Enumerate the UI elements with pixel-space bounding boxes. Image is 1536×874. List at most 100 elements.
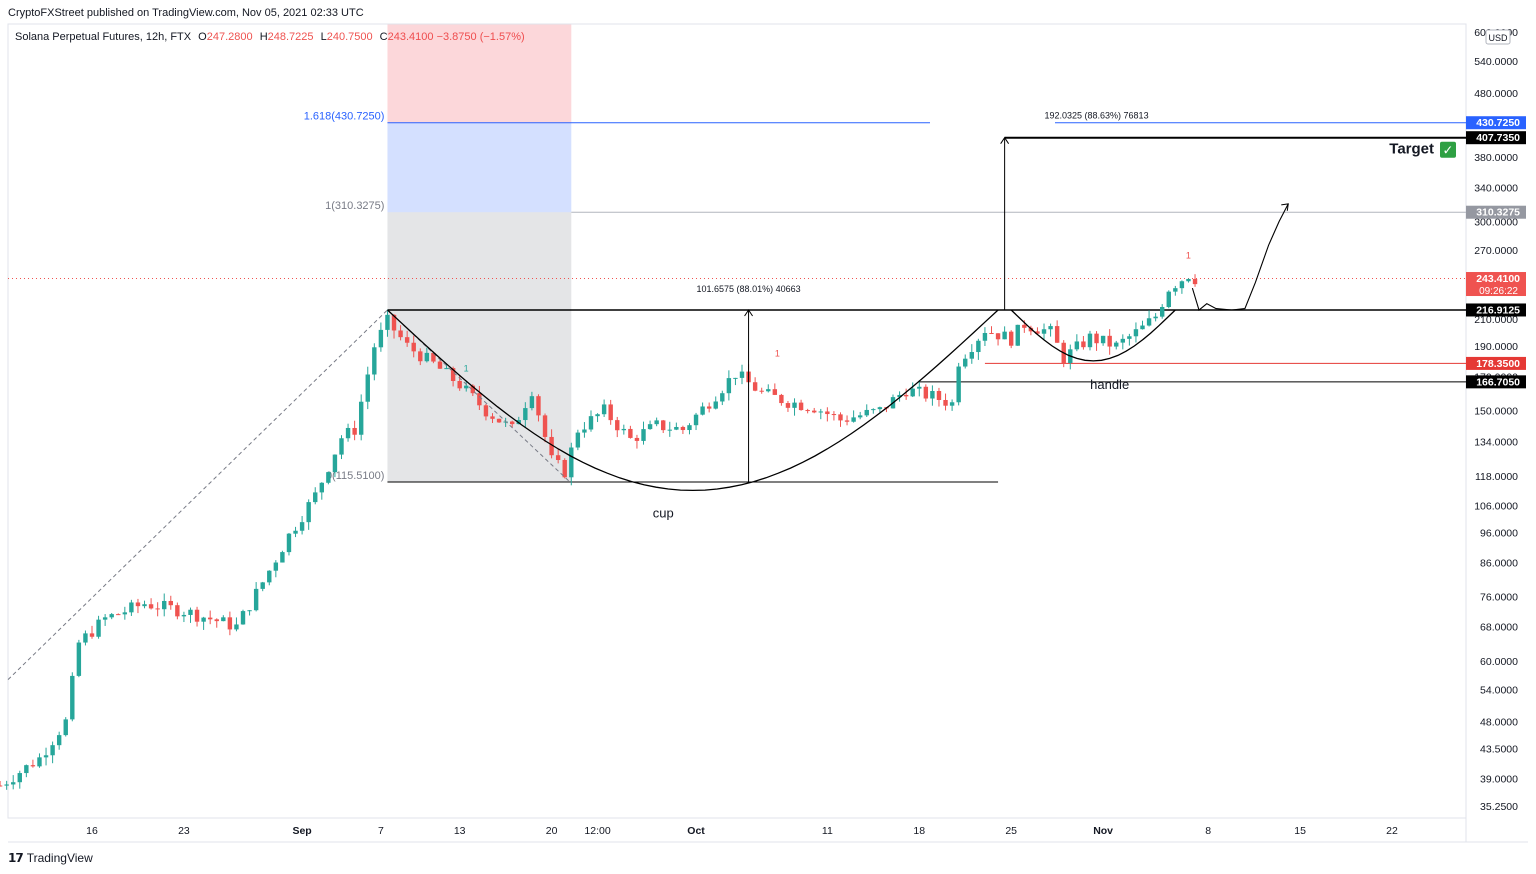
pattern-drawings: 101.6575 (88.01%) 40663 192.0325 (88.63%)…	[7, 111, 1456, 680]
candle-body	[529, 396, 535, 409]
candle-body	[1015, 324, 1020, 346]
candle-body	[647, 424, 653, 430]
candle-body	[0, 785, 3, 787]
candle	[135, 598, 141, 614]
high-label: H	[259, 31, 268, 43]
candle	[582, 422, 587, 438]
price-tag-label: 243.4100	[1476, 273, 1520, 285]
candle	[667, 421, 672, 437]
time-tick-label: Nov	[1093, 825, 1113, 837]
symbol-legend: Solana Perpetual Futures, 12h, FTX O247.…	[15, 31, 525, 43]
price-tag-label: 178.3500	[1476, 358, 1520, 370]
candle	[437, 358, 443, 369]
target-measure-arrowhead	[1000, 136, 1010, 144]
candle	[227, 611, 233, 636]
time-tick-label: 23	[178, 825, 190, 837]
candle	[319, 482, 324, 500]
candle	[726, 370, 732, 401]
candle	[313, 487, 318, 505]
candle-body	[240, 611, 246, 625]
candle	[352, 420, 357, 441]
open-value: 247.2800	[206, 31, 253, 43]
candle	[234, 617, 239, 632]
low-value: 240.7500	[326, 31, 373, 43]
projection-path	[1191, 203, 1289, 311]
candle-body	[963, 358, 968, 367]
candle-body	[1186, 278, 1191, 282]
candle-body	[293, 530, 298, 534]
candle-body	[982, 332, 988, 341]
candle	[601, 399, 607, 417]
candle	[628, 425, 633, 439]
price-tick-label: 340.0000	[1474, 182, 1518, 194]
candle	[864, 404, 869, 418]
candle	[181, 611, 187, 623]
candle-body	[188, 609, 193, 615]
candle-body	[949, 402, 955, 406]
candle	[930, 385, 935, 406]
candle-body	[766, 389, 771, 392]
candle	[1166, 290, 1171, 309]
price-tick-label: 210.0000	[1474, 314, 1518, 326]
candle	[680, 425, 686, 434]
candle-body	[838, 414, 843, 421]
candle	[89, 625, 95, 639]
candle-body	[385, 314, 390, 330]
candle-body	[680, 426, 686, 431]
candle-body	[142, 604, 147, 607]
candle-body	[601, 404, 607, 415]
candle	[1114, 340, 1119, 350]
candle	[122, 606, 128, 620]
candle	[372, 343, 377, 381]
candle-body	[56, 735, 62, 746]
candle-body	[267, 570, 272, 583]
candle-body	[595, 414, 600, 417]
candle-body	[608, 404, 613, 421]
candle-body	[168, 600, 173, 606]
price-tag-box	[1466, 303, 1526, 317]
candle-body	[1120, 338, 1126, 343]
candle-body	[457, 380, 462, 389]
candle-body	[903, 394, 909, 397]
candle	[4, 780, 9, 790]
candle	[1008, 330, 1014, 349]
candle	[615, 416, 620, 438]
candle-body	[273, 562, 279, 571]
price-tick-label: 106.0000	[1474, 500, 1518, 512]
candle	[575, 429, 581, 451]
candle	[1081, 335, 1086, 350]
candle	[267, 570, 272, 586]
candle	[24, 764, 29, 778]
candle	[56, 731, 62, 750]
price-tag-box	[1466, 131, 1526, 145]
candle-body	[1074, 341, 1080, 350]
candle	[240, 609, 246, 625]
candle	[871, 408, 876, 414]
fib-label-1: 1(310.3275)	[325, 200, 384, 212]
candle	[923, 384, 929, 402]
time-tick-label: 15	[1294, 825, 1306, 837]
candle	[1094, 331, 1099, 351]
time-tick-label: 20	[546, 825, 558, 837]
tradingview-brand[interactable]: 𝟭𝟳 TradingView	[8, 851, 93, 865]
candle-body	[575, 432, 581, 448]
close-value: 243.4100	[388, 31, 434, 43]
candle	[687, 423, 692, 435]
candle	[50, 741, 55, 764]
candle-body	[129, 602, 134, 613]
candle-body	[542, 415, 548, 437]
price-tick-label: 54.0000	[1480, 685, 1518, 697]
candle-body	[496, 418, 502, 423]
time-tick-label: 25	[1005, 825, 1017, 837]
candle-body	[1094, 333, 1099, 344]
candle	[995, 333, 1001, 346]
candle-body	[109, 614, 114, 618]
candle	[779, 393, 784, 406]
candle	[332, 454, 338, 478]
price-tag-label: 407.7350	[1476, 132, 1520, 144]
candle	[588, 410, 594, 432]
candle-body	[424, 352, 430, 362]
candle	[1127, 333, 1132, 346]
price-tag-box	[1466, 116, 1526, 130]
